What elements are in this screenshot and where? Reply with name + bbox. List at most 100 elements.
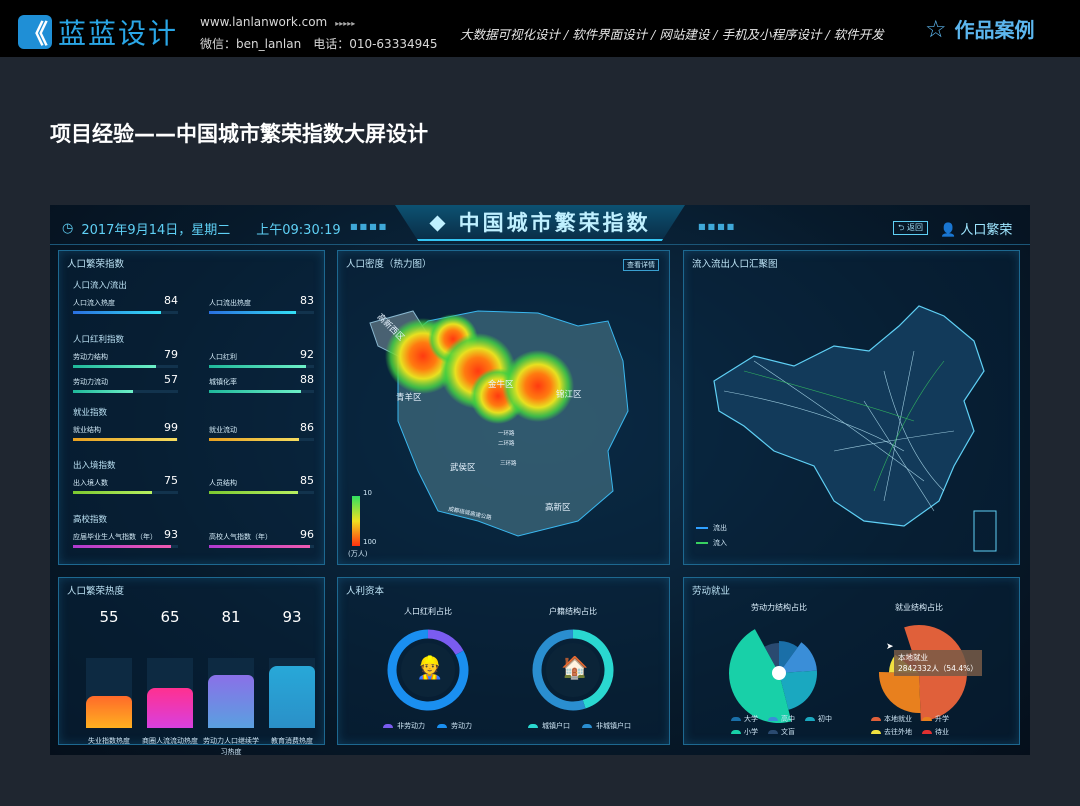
pie-slice[interactable]	[879, 671, 921, 713]
legend-item: 升学	[922, 714, 949, 724]
metric-value: 84	[164, 294, 178, 307]
legend-item: 流入	[696, 536, 727, 551]
pie-slice[interactable]	[779, 670, 817, 710]
panel-title: 流入流出人口汇聚图	[692, 259, 778, 270]
brand-logo[interactable]: 《 蓝蓝设计	[18, 12, 178, 52]
legend-label: 高中	[781, 715, 795, 723]
metric-item: 人口红利 92	[209, 348, 314, 374]
back-button[interactable]: ⮌ 返回	[893, 221, 928, 235]
pie-slice[interactable]	[764, 643, 779, 673]
china-map	[713, 305, 997, 552]
metric-item: 高校人气指数（年） 96	[209, 528, 314, 554]
pie-legend: 本地就业 升学去往外地 待业	[871, 714, 981, 737]
district-label: 一环路	[498, 431, 515, 437]
metric-label: 人口红利	[209, 353, 237, 361]
legend-swatch	[768, 717, 778, 721]
metric-item: 出入境人数 75	[73, 474, 178, 500]
donut-chart	[387, 629, 469, 711]
panel-title: 劳动就业	[692, 586, 731, 597]
legend-swatch	[922, 730, 932, 734]
pie-slice[interactable]	[779, 642, 817, 673]
legend-label: 待业	[935, 728, 949, 736]
chart-title: 就业结构占比	[895, 603, 943, 612]
metric-bar-track	[209, 311, 314, 314]
legend-label: 本地就业	[884, 715, 912, 723]
flow-map-panel: 流入流出人口汇聚图 流出流入	[683, 250, 1020, 565]
metric-value: 93	[164, 528, 178, 541]
legend-item: 去往外地	[871, 727, 912, 737]
metric-item: 劳动力结构 79	[73, 348, 178, 374]
metric-bar-track	[209, 438, 314, 441]
legend-swatch	[582, 724, 592, 728]
legend-label: 小学	[744, 728, 758, 736]
metric-item: 就业流动 86	[209, 421, 314, 447]
heat-fill	[269, 665, 315, 728]
legend-swatch	[768, 730, 778, 734]
scale-min: 10	[363, 489, 372, 497]
back-label: 返回	[906, 223, 923, 232]
tooltip-title: 本地就业	[898, 653, 928, 662]
dashboard-title: ◆ 中国城市繁荣指数	[395, 205, 685, 241]
cases-link[interactable]: ☆ 作品案例	[925, 14, 1035, 43]
human-capital-panel: 人利资本 人口红利占比 👷 非劳动力 劳动力 户籍结构占比 🏠 城镇户口 非城镇户口	[337, 577, 670, 745]
district-label: 三环路	[500, 461, 517, 467]
user-menu[interactable]: 👤 人口繁荣	[940, 219, 1012, 238]
heat-scale	[352, 496, 360, 546]
legend-swatch	[731, 717, 741, 721]
metric-label: 出入境人数	[73, 479, 108, 487]
dashboard-screenshot: ◷ 2017年9月14日，星期二 上午09:30:19 ■■■■ ◆ 中国城市繁荣指数…	[50, 205, 1030, 755]
legend-label: 城镇户口	[542, 722, 570, 730]
metric-label: 劳动力流动	[73, 378, 108, 386]
metric-bar-track	[73, 545, 178, 548]
date-text: 2017年9月14日，星期二	[81, 223, 231, 238]
legend-item: 大学	[731, 714, 758, 724]
panel-title: 人口繁荣指数	[67, 259, 125, 270]
heat-value: 81	[221, 608, 241, 626]
view-detail-button[interactable]: 查看详情	[623, 259, 659, 271]
metric-bar-fill	[73, 491, 152, 494]
heat-fill	[86, 696, 132, 728]
legend-item: 文盲	[768, 727, 795, 737]
metric-value: 83	[300, 294, 314, 307]
site-url[interactable]: www.lanlanwork.com	[200, 15, 328, 29]
metric-item: 城镇化率 88	[209, 373, 314, 399]
pie-slice[interactable]	[779, 641, 798, 673]
legend-swatch	[871, 730, 881, 734]
heat-spot	[502, 350, 574, 422]
pie-slice[interactable]	[729, 629, 792, 723]
chart-title: 户籍结构占比	[549, 607, 597, 616]
prosperity-panel: 人口繁荣指数 人口流入/流出 人口流入热度 84 人口流出热度 83 人口红利指数 劳动力结…	[58, 250, 325, 565]
metric-item: 应届毕业生人气指数（年） 93	[73, 528, 178, 554]
heatmap-map	[352, 310, 629, 546]
legend-swatch	[805, 717, 815, 721]
datetime: ◷ 2017年9月14日，星期二 上午09:30:19	[62, 219, 341, 238]
metric-label: 就业流动	[209, 426, 237, 434]
metric-value: 85	[300, 474, 314, 487]
legend-label: 初中	[818, 715, 832, 723]
legend-item: 非劳动力	[383, 721, 425, 731]
china-map-icon: ◆	[429, 210, 449, 234]
site-header: 《 蓝蓝设计 www.lanlanwork.com ▸▸▸▸▸ 微信：ben_la…	[0, 0, 1080, 57]
metric-value: 92	[300, 348, 314, 361]
donut-legend: 非劳动力 劳动力	[383, 721, 472, 731]
donut-segment	[532, 629, 586, 711]
panel-title: 人口繁荣热度	[67, 586, 125, 597]
legend-label: 去往外地	[884, 728, 912, 736]
legend-swatch	[871, 717, 881, 721]
district-label: 锦江区	[556, 390, 582, 400]
legend-item: 劳动力	[437, 721, 472, 731]
house-icon: 🏠	[561, 656, 589, 681]
heat-fill	[147, 688, 193, 728]
panel-title: 人利资本	[346, 586, 385, 597]
heat-column: 81 劳动力人口继续学习热度	[203, 608, 259, 755]
user-label: 人口繁荣	[960, 223, 1013, 238]
tooltip-value: 2842332人（54.4%）	[898, 664, 978, 673]
prosperity-heat-panel: 人口繁荣热度 55 失业指数热度 65 商圈人流流动热度 81 劳动力人口继续学习热度 93…	[58, 577, 325, 755]
legend-item: 初中	[805, 714, 832, 724]
legend-label: 流出	[713, 524, 727, 532]
district-label: 金牛区	[488, 380, 514, 390]
pie-legend: 大学 高中 初中小学 文盲	[731, 714, 841, 737]
legend-label: 文盲	[781, 728, 795, 736]
donut-segment	[572, 629, 614, 709]
metric-value: 75	[164, 474, 178, 487]
